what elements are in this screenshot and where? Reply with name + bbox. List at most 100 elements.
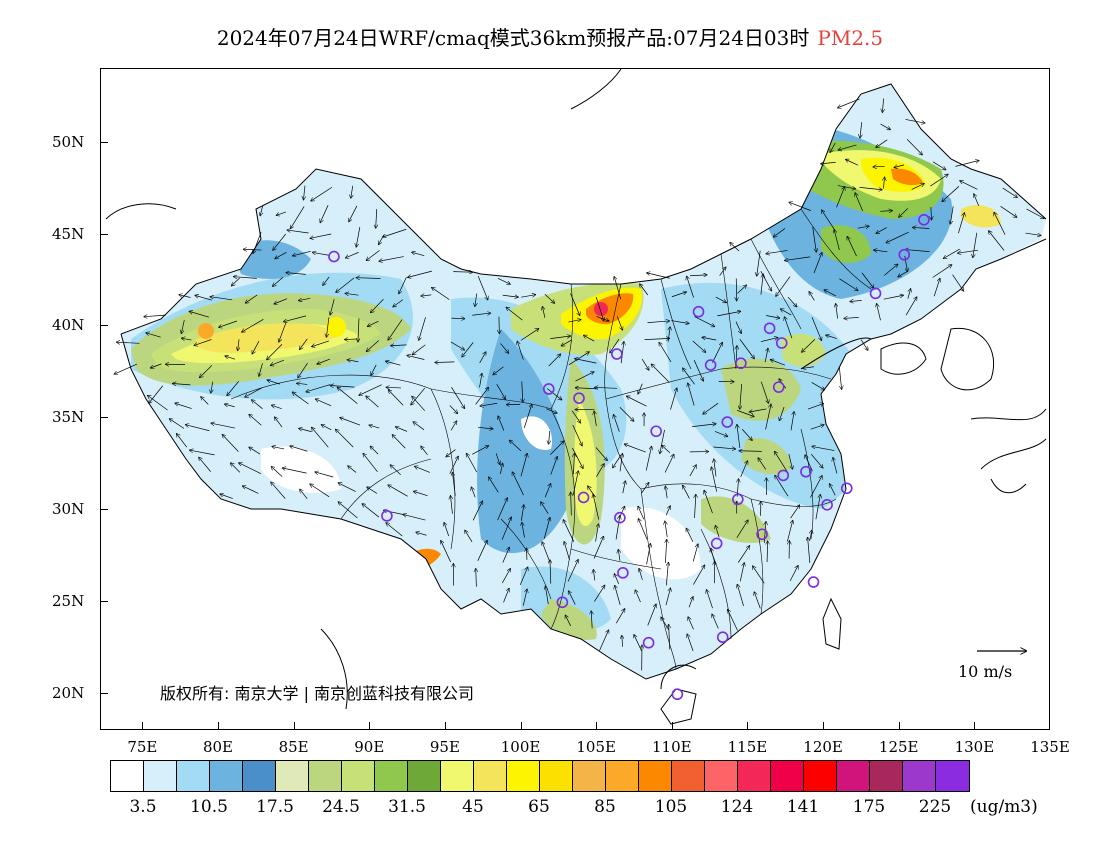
wind-arrow (880, 211, 892, 212)
wind-arrow (834, 230, 840, 251)
wind-arrow (620, 342, 624, 364)
wind-arrow (367, 340, 380, 352)
wind-arrow (211, 423, 235, 429)
wind-arrow (1002, 187, 1017, 197)
wind-arrow (593, 570, 594, 581)
wind-arrow (313, 252, 329, 256)
wind-arrow (907, 289, 911, 299)
wind-arrow (148, 395, 168, 411)
wind-arrow (390, 465, 401, 475)
colorbar-cell (177, 761, 210, 791)
wind-arrow (564, 542, 570, 561)
lon-tick-label: 75E (127, 738, 158, 756)
wind-arrow (886, 231, 909, 243)
wind-arrow (190, 450, 215, 456)
wind-arrow (930, 174, 947, 187)
wind-arrow (489, 477, 499, 493)
wind-arrow (432, 288, 450, 300)
wind-arrow (286, 273, 306, 275)
wind-arrow (371, 298, 384, 312)
wind-arrow (638, 383, 643, 394)
colorbar-cell (672, 761, 705, 791)
wind-arrow (595, 297, 604, 321)
wind-arrow (737, 285, 746, 294)
wind-arrow (220, 494, 233, 499)
wind-arrow (476, 569, 477, 587)
wind-arrow (407, 355, 425, 360)
wind-arrow (114, 363, 138, 374)
wind-arrow (475, 293, 477, 307)
wind-arrow (545, 408, 557, 414)
wind-arrow (520, 329, 539, 341)
city-station-marker (756, 528, 768, 541)
wind-arrow (225, 404, 235, 408)
wind-arrow (644, 338, 670, 339)
wind-arrow (836, 187, 844, 208)
wind-arrow (411, 387, 426, 405)
colorbar-cell (441, 761, 474, 791)
wind-arrow (905, 297, 917, 316)
wind-arrow (942, 186, 960, 201)
wind-arrow (480, 402, 498, 406)
wind-arrow (593, 536, 603, 559)
wind-arrow (542, 307, 544, 318)
lon-tick-label: 100E (500, 738, 541, 756)
colorbar-cell (837, 761, 870, 791)
wind-arrow (706, 590, 713, 609)
wind-arrow (466, 453, 478, 473)
wind-arrow (829, 484, 836, 496)
city-station-marker (732, 493, 744, 506)
city-station-marker (721, 416, 734, 428)
lon-tick-label: 90E (354, 738, 385, 756)
wind-arrow (227, 381, 239, 395)
wind-arrow (614, 277, 622, 300)
wind-arrow (323, 276, 330, 285)
wind-arrow (363, 454, 378, 473)
wind-arrow (522, 589, 527, 606)
title-species: PM2.5 (817, 26, 884, 50)
wind-arrow (211, 381, 213, 393)
wind-arrow (392, 435, 406, 449)
colorbar-label: 175 (852, 797, 886, 817)
colorbar-label: 65 (528, 797, 550, 817)
wind-arrow (974, 194, 980, 206)
wind-arrow (952, 274, 964, 291)
wind-arrow (393, 299, 404, 307)
wind-arrow (739, 451, 762, 452)
wind-arrow (712, 343, 722, 363)
wind-arrow (416, 532, 427, 536)
wind-arrow (573, 454, 574, 475)
wind-arrow (451, 318, 464, 319)
wind-arrow (860, 122, 862, 138)
wind-arrow (182, 338, 192, 340)
wind-arrow (760, 381, 768, 403)
wind-arrow (753, 566, 765, 584)
city-station-marker (614, 511, 626, 524)
lon-tick-label: 130E (954, 738, 995, 756)
wind-scale-label: 10 m/s (958, 662, 1013, 681)
wind-arrow (844, 317, 859, 318)
wind-arrow (736, 346, 737, 362)
wind-arrow (666, 562, 668, 586)
wind-arrow (665, 506, 670, 516)
wind-arrow (717, 311, 740, 317)
wind-arrow (613, 454, 622, 468)
wind-arrow (689, 465, 696, 477)
wind-arrow (368, 320, 379, 326)
wind-arrow (366, 396, 379, 408)
wind-arrow (683, 485, 690, 499)
wind-arrow (616, 609, 624, 624)
wind-arrow (760, 338, 778, 343)
wind-arrow (787, 521, 792, 542)
wind-arrow (575, 372, 593, 382)
wind-arrow (810, 425, 824, 430)
colorbar-cell (375, 761, 408, 791)
wind-arrow (222, 435, 239, 452)
wind-arrow (808, 537, 811, 563)
wind-arrow (692, 424, 716, 427)
wind-arrow (243, 486, 259, 494)
wind-arrow (292, 392, 309, 405)
wind-arrow (565, 615, 571, 627)
lat-tick-label: 40N (52, 316, 85, 335)
wind-arrow (651, 364, 670, 383)
